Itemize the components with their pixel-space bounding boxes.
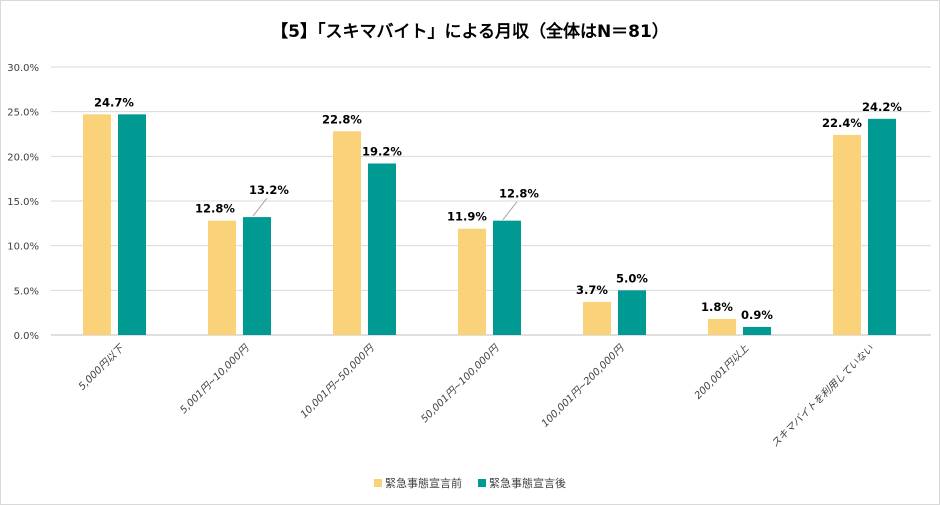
bar-before [83, 114, 111, 335]
bar-before [708, 318, 736, 335]
y-tick-label: 5.0% [14, 286, 39, 297]
leader-line [502, 201, 518, 220]
data-label: 22.4% [822, 116, 862, 130]
legend-swatch-before [374, 479, 382, 487]
data-label: 24.7% [94, 95, 134, 109]
legend-label-before: 緊急事態宣言前 [385, 477, 462, 490]
data-label: 0.9% [741, 308, 773, 322]
bar-after [368, 163, 396, 335]
data-label: 5.0% [616, 271, 648, 285]
x-tick-label: 5,000円以下 [76, 341, 127, 392]
data-label: 12.8% [195, 202, 235, 216]
x-tick-label: 100,001円~200,000円 [540, 342, 628, 430]
bar-after [243, 217, 271, 335]
data-label: 3.7% [576, 283, 608, 297]
bar-before [833, 134, 861, 335]
bar-before [458, 228, 486, 335]
y-tick-label: 20.0% [7, 152, 39, 163]
legend-item-after: 緊急事態宣言後 [478, 475, 566, 491]
x-tick-label: 50,001円~100,000円 [419, 342, 502, 425]
data-label: 12.8% [499, 187, 539, 201]
legend-label-after: 緊急事態宣言後 [489, 477, 566, 490]
x-tick-label: スキマバイトを利用していない [769, 343, 876, 450]
data-label: 24.2% [862, 100, 902, 114]
chart-title: 【5】「スキマバイト」による月収（全体はN＝81） [271, 22, 669, 42]
bar-after [493, 220, 521, 335]
x-tick-label: 200,001円以上 [692, 342, 752, 402]
data-label: 13.2% [249, 183, 289, 197]
bar-after [868, 118, 896, 336]
bar-after [118, 114, 146, 335]
y-tick-label: 30.0% [7, 63, 39, 74]
bar-before [583, 301, 611, 335]
data-label: 22.8% [322, 112, 362, 126]
bar-before [208, 220, 236, 335]
leader-line [252, 197, 268, 217]
legend-swatch-after [478, 479, 486, 487]
y-tick-label: 25.0% [7, 108, 39, 119]
data-label: 1.8% [701, 300, 733, 314]
legend-item-before: 緊急事態宣言前 [374, 475, 462, 491]
bar-before [333, 131, 361, 335]
data-label: 19.2% [362, 144, 402, 158]
x-tick-label: 5,001円~10,000円 [178, 342, 252, 416]
y-tick-label: 15.0% [7, 197, 39, 208]
y-tick-label: 0.0% [14, 331, 39, 342]
x-tick-label: 10,001円~50,000円 [299, 342, 378, 421]
bar-after [618, 290, 646, 335]
data-label: 11.9% [447, 210, 487, 224]
legend: 緊急事態宣言前 緊急事態宣言後 [1, 475, 939, 491]
bar-after [743, 326, 771, 335]
bar-chart: 0.0% 5.0% 10.0% 15.0% 20.0% 25.0% 30.0% 24.7% 5,… [7, 63, 931, 450]
y-tick-label: 10.0% [7, 242, 39, 253]
